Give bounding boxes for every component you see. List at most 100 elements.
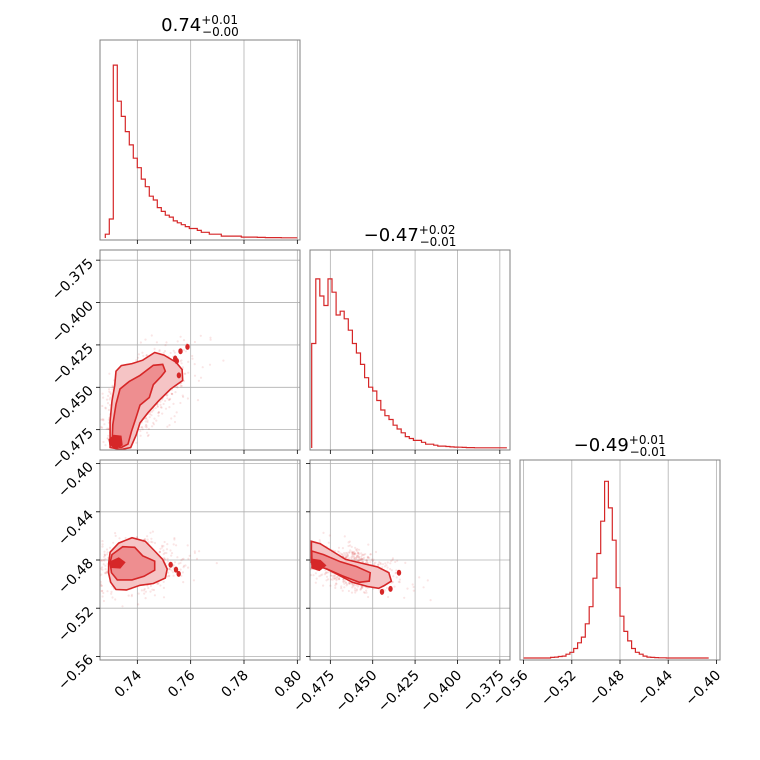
scatter-point [187, 566, 190, 569]
scatter-point [87, 582, 89, 584]
scatter-point [335, 578, 338, 581]
scatter-point [334, 576, 337, 579]
scatter-point [305, 560, 307, 562]
scatter-point [143, 587, 146, 591]
scatter-point [361, 586, 364, 589]
scatter-point [152, 421, 155, 424]
scatter-point [93, 589, 95, 591]
scatter-point [146, 419, 149, 422]
scatter-point [168, 424, 171, 427]
scatter-point [350, 545, 353, 548]
contour-island [176, 372, 182, 379]
scatter-point [175, 544, 178, 547]
scatter-point [353, 552, 356, 556]
scatter-point [144, 425, 147, 428]
scatter-point [144, 417, 148, 420]
scatter-point [163, 558, 166, 561]
scatter-point [109, 393, 112, 396]
scatter-point [374, 561, 377, 564]
scatter-point [343, 586, 346, 589]
scatter-point [331, 578, 334, 581]
scatter-point [429, 599, 432, 602]
scatter-point [106, 427, 110, 430]
scatter-point [146, 538, 149, 541]
x-tick-label: −0.48 [586, 668, 628, 710]
scatter-point [146, 535, 149, 538]
scatter-point [95, 406, 97, 408]
scatter-point [356, 585, 359, 588]
scatter-point [365, 559, 368, 562]
scatter-point [108, 372, 111, 375]
scatter-point [104, 571, 107, 574]
scatter-point [85, 407, 87, 409]
scatter-point [347, 589, 350, 593]
scatter-point [386, 561, 389, 564]
scatter-point [162, 549, 165, 552]
scatter-point [179, 561, 182, 565]
scatter-point [176, 340, 179, 343]
axes-frame [99, 39, 301, 241]
scatter-point [173, 561, 177, 564]
scatter-point [356, 554, 360, 557]
scatter-point [187, 360, 190, 363]
scatter-point [394, 572, 397, 575]
scatter-point [390, 569, 393, 572]
scatter-point [358, 559, 361, 562]
panel-body [523, 460, 717, 660]
scatter-point [165, 551, 168, 555]
scatter-point [101, 559, 104, 562]
scatter-point [329, 584, 332, 587]
scatter-point [169, 351, 172, 355]
scatter-point [358, 553, 361, 556]
scatter-point [367, 543, 370, 546]
scatter-point [145, 417, 148, 420]
scatter-point [353, 589, 357, 592]
scatter-point [73, 429, 75, 431]
scatter-point [148, 413, 152, 416]
scatter-point [395, 569, 398, 572]
scatter-point [167, 398, 170, 401]
scatter-point [145, 354, 148, 357]
scatter-point [353, 557, 356, 560]
y-tick-label: −0.425 [49, 340, 97, 388]
scatter-point [179, 568, 182, 571]
scatter-point [102, 418, 105, 421]
scatter-point [366, 561, 369, 564]
scatter-point [191, 354, 194, 358]
scatter-point [340, 585, 343, 588]
scatter-point [348, 550, 351, 553]
x-tick-label: −0.40 [683, 668, 725, 710]
scatter-point [140, 426, 143, 429]
scatter-point [182, 581, 185, 584]
scatter-point [100, 559, 103, 562]
scatter-point [347, 541, 350, 544]
scatter-point [172, 349, 175, 352]
scatter-point [355, 556, 358, 559]
scatter-point [346, 583, 349, 586]
contour-island [168, 561, 173, 568]
scatter-point [156, 582, 159, 585]
scatter-point [374, 550, 378, 554]
scatter-point [149, 584, 152, 588]
scatter-point [337, 546, 341, 549]
scatter-point [357, 555, 360, 558]
scatter-point [350, 555, 353, 558]
contour-core [109, 557, 126, 569]
scatter-point [110, 590, 113, 593]
scatter-point [141, 428, 144, 431]
scatter-point [89, 576, 91, 578]
scatter-point [111, 384, 114, 387]
scatter-point [364, 553, 367, 556]
scatter-point [144, 423, 148, 426]
scatter-point [163, 551, 166, 555]
scatter-point [306, 538, 308, 540]
x-tick-label: 0.78 [218, 668, 251, 701]
scatter-point [318, 575, 321, 578]
scatter-point [334, 549, 337, 553]
scatter-point [331, 574, 334, 577]
scatter-point [354, 552, 357, 555]
scatter-point [306, 560, 308, 562]
scatter-point [111, 385, 114, 388]
scatter-point [341, 553, 344, 556]
scatter-point [74, 548, 76, 550]
